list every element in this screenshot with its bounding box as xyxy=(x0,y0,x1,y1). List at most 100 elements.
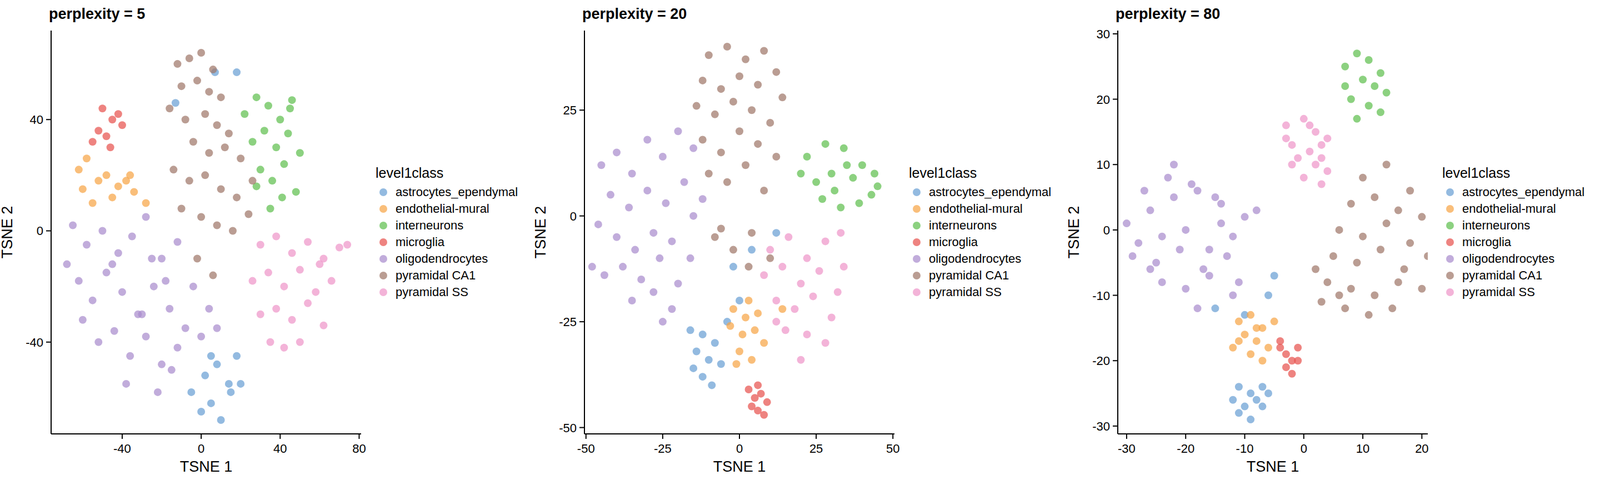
point xyxy=(658,317,667,326)
legend-label: pyramidal SS xyxy=(928,285,1002,299)
point xyxy=(240,110,249,118)
point xyxy=(232,352,241,360)
point xyxy=(1358,173,1367,182)
point xyxy=(667,237,676,245)
point xyxy=(193,76,202,85)
point xyxy=(142,332,150,341)
point xyxy=(1252,337,1261,345)
legend-key xyxy=(912,255,921,263)
y-axis xyxy=(1117,30,1119,434)
point xyxy=(1181,226,1190,234)
point xyxy=(1365,56,1373,64)
point xyxy=(855,199,863,208)
y-tick-label: 30 xyxy=(1096,27,1110,42)
point xyxy=(1252,206,1261,215)
point xyxy=(283,129,292,138)
point xyxy=(753,140,762,148)
point xyxy=(1347,200,1355,208)
point xyxy=(75,277,83,285)
point xyxy=(772,228,780,237)
point xyxy=(1282,363,1290,372)
legend-label: oligodendrocytes xyxy=(1462,251,1555,266)
point xyxy=(280,343,288,352)
point xyxy=(674,280,683,288)
point xyxy=(1317,297,1326,306)
point xyxy=(1193,186,1202,195)
point xyxy=(763,398,772,407)
point xyxy=(1270,271,1279,280)
point xyxy=(1300,115,1308,123)
point xyxy=(189,137,198,146)
point xyxy=(686,326,695,334)
legend-label: microglia xyxy=(1462,235,1512,249)
point xyxy=(153,388,162,397)
point xyxy=(1370,193,1379,202)
point xyxy=(272,143,280,152)
point xyxy=(82,241,91,249)
point xyxy=(228,226,237,235)
point xyxy=(288,249,297,258)
point xyxy=(264,268,273,277)
point xyxy=(1122,219,1131,228)
legend-key xyxy=(912,188,921,197)
point xyxy=(213,121,222,129)
point xyxy=(226,388,235,397)
point xyxy=(796,356,805,364)
point xyxy=(1228,232,1237,241)
point xyxy=(88,137,97,146)
point xyxy=(1293,356,1302,365)
point xyxy=(1228,343,1237,352)
point xyxy=(1152,258,1160,267)
point xyxy=(193,255,202,263)
y-axis-label: TSNE 2 xyxy=(0,206,16,259)
y-tick-label: 0 xyxy=(1103,223,1110,238)
point xyxy=(114,182,123,190)
point xyxy=(667,305,676,313)
y-tick xyxy=(1112,360,1118,362)
point xyxy=(772,317,780,326)
point xyxy=(272,232,280,241)
point xyxy=(319,321,328,330)
point xyxy=(1211,304,1219,313)
point xyxy=(205,148,213,157)
x-tick-label: 10 xyxy=(1356,441,1370,456)
point xyxy=(268,176,277,185)
point xyxy=(1388,304,1397,313)
legend-label: astrocytes_ependymal xyxy=(395,185,518,199)
legend-label: interneurons xyxy=(1462,218,1530,233)
x-tick xyxy=(892,433,894,439)
point xyxy=(649,288,658,297)
point xyxy=(867,191,876,199)
point xyxy=(1246,415,1255,424)
point xyxy=(244,210,253,218)
point xyxy=(778,93,787,102)
point xyxy=(803,152,812,161)
legend-label: interneurons xyxy=(395,218,464,233)
point xyxy=(217,93,225,102)
point xyxy=(784,233,793,242)
point xyxy=(1235,337,1243,345)
point xyxy=(292,187,300,196)
y-tick-label: 0 xyxy=(36,223,44,238)
point xyxy=(68,221,77,229)
point xyxy=(266,204,275,213)
x-tick xyxy=(279,433,281,439)
point xyxy=(1341,62,1349,71)
x-tick-label: 20 xyxy=(1415,441,1429,456)
point xyxy=(1187,180,1196,189)
point xyxy=(1370,291,1379,300)
point xyxy=(1264,389,1273,398)
point xyxy=(1228,291,1237,300)
point xyxy=(1288,160,1297,169)
point xyxy=(1329,252,1338,260)
point xyxy=(1300,173,1308,182)
point xyxy=(827,313,836,322)
legend-key xyxy=(1446,271,1454,280)
point xyxy=(747,246,756,254)
point xyxy=(796,169,805,178)
point xyxy=(1170,160,1178,169)
point xyxy=(1317,180,1326,189)
point xyxy=(1134,238,1143,247)
point xyxy=(208,65,217,74)
point xyxy=(612,148,621,157)
